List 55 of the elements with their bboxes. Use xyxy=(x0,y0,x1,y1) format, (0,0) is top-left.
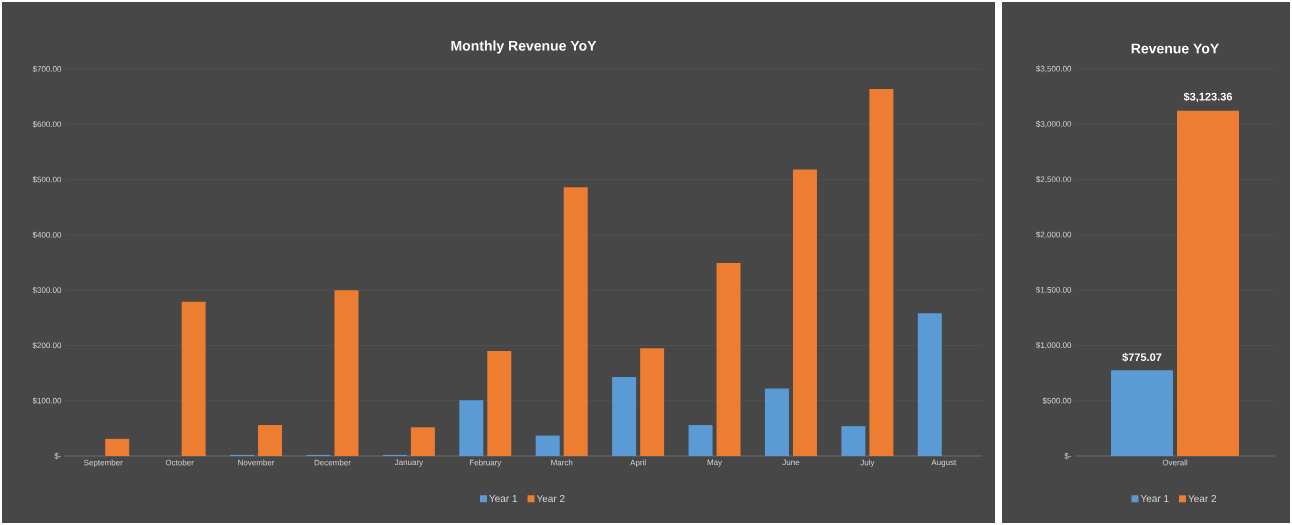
x-tick-label: March xyxy=(551,459,573,466)
y-tick-label: $100.00 xyxy=(32,397,62,404)
x-tick-label: Overall xyxy=(1162,459,1188,466)
bar xyxy=(563,187,588,456)
bar xyxy=(792,169,817,456)
bar xyxy=(410,427,435,456)
bar xyxy=(334,290,359,456)
y-tick-label: $2,500.00 xyxy=(1035,176,1072,184)
y-tick-label: $1,500.00 xyxy=(1035,286,1072,294)
x-tick-label: October xyxy=(165,459,194,466)
bar xyxy=(612,376,637,456)
data-label: $775.07 xyxy=(1122,352,1162,362)
y-tick-label: $300.00 xyxy=(32,286,62,294)
bar xyxy=(917,313,942,456)
chart-title: Revenue YoY xyxy=(1131,43,1220,54)
bar xyxy=(258,425,283,456)
y-tick-label: $- xyxy=(1064,452,1072,460)
y-tick-label: $3,000.00 xyxy=(1035,120,1072,128)
x-tick-label: January xyxy=(394,459,424,467)
legend-label: Year 1 xyxy=(489,495,518,503)
bar xyxy=(869,88,894,456)
y-tick-label: $1,000.00 xyxy=(1035,341,1072,349)
x-tick-label: April xyxy=(630,459,646,467)
x-tick-label: July xyxy=(860,459,875,467)
bar xyxy=(181,301,206,456)
data-label: $3,123.36 xyxy=(1183,92,1233,103)
chart-title: Monthly Revenue YoY xyxy=(451,40,597,54)
x-tick-label: May xyxy=(707,459,723,467)
y-tick-label: $3,500.00 xyxy=(1035,65,1072,73)
bar xyxy=(640,348,665,456)
y-tick-label: $2,000.00 xyxy=(1035,231,1072,239)
y-tick-label: $400.00 xyxy=(32,231,62,239)
x-tick-label: February xyxy=(469,459,502,467)
y-tick-label: $600.00 xyxy=(32,121,62,128)
bar xyxy=(105,438,130,456)
x-tick-label: December xyxy=(314,459,351,466)
y-tick-label: $500.00 xyxy=(32,176,62,183)
x-tick-label: June xyxy=(782,459,800,466)
legend-label: Year 1 xyxy=(1140,495,1169,503)
y-tick-label: $700.00 xyxy=(32,65,62,73)
bar xyxy=(487,350,512,456)
legend-label: Year 2 xyxy=(1188,495,1217,503)
y-tick-label: $- xyxy=(54,452,62,460)
x-tick-label: November xyxy=(238,459,275,466)
y-tick-label: $500.00 xyxy=(1042,397,1072,404)
x-tick-label: August xyxy=(931,459,957,467)
bar xyxy=(688,425,713,456)
bar xyxy=(764,388,789,456)
x-tick-label: September xyxy=(84,459,123,467)
y-tick-label: $200.00 xyxy=(32,342,62,349)
bar xyxy=(841,426,866,456)
bar xyxy=(716,263,741,456)
bar xyxy=(459,400,484,456)
bar xyxy=(535,435,560,456)
legend-label: Year 2 xyxy=(536,495,565,503)
